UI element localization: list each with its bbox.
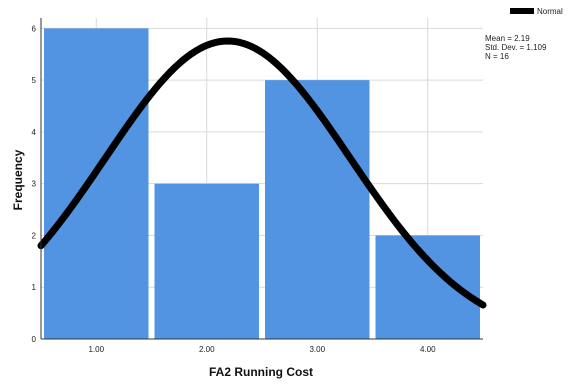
bar-2.00 — [154, 183, 259, 339]
y-tick-label: 1 — [32, 283, 37, 292]
y-tick-label: 4 — [32, 128, 37, 137]
y-tick-label: 3 — [32, 180, 37, 189]
normal-curve — [37, 37, 487, 309]
stats-std-dev: Std. Dev. = 1.109 — [485, 43, 547, 52]
x-tick-labels: 1.00 2.00 3.00 4.00 — [88, 345, 436, 354]
stats-mean: Mean = 2.19 — [485, 34, 530, 43]
x-tick-label: 4.00 — [420, 345, 436, 354]
y-tick-label: 0 — [32, 335, 37, 344]
legend-label-normal: Normal — [537, 7, 563, 16]
x-tick-label: 3.00 — [309, 345, 325, 354]
bar-4.00 — [375, 235, 480, 339]
y-tick-label: 2 — [32, 231, 37, 240]
stats-box: Mean = 2.19 Std. Dev. = 1.109 N = 16 — [485, 34, 546, 61]
y-tick-label: 5 — [32, 76, 37, 85]
bar-1.00 — [44, 28, 149, 340]
y-tick-label: 6 — [32, 24, 37, 33]
x-axis-title: FA2 Running Cost — [209, 365, 313, 379]
legend: Normal — [510, 7, 563, 16]
x-tick-label: 1.00 — [88, 345, 104, 354]
stats-n: N = 16 — [485, 52, 509, 61]
y-tick-labels: 0 1 2 3 4 5 6 — [32, 24, 37, 344]
y-axis-title: Frequency — [11, 149, 25, 210]
x-tick-label: 2.00 — [199, 345, 215, 354]
bar-3.00 — [265, 80, 370, 340]
